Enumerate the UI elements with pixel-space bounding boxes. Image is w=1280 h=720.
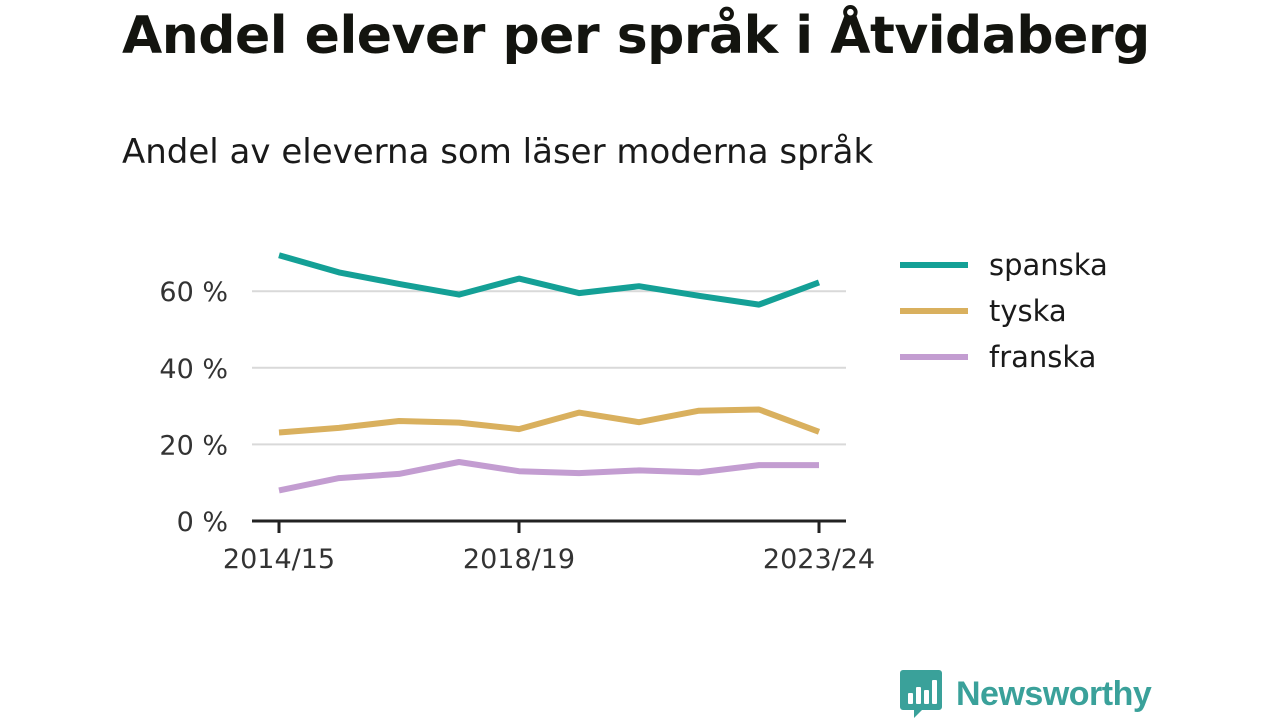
legend: spanska tyska franska <box>900 248 1108 374</box>
x-tick-label: 2014/15 <box>223 544 335 575</box>
legend-label-franska: franska <box>989 340 1096 374</box>
y-axis-tick-labels: 0 % 20 % 40 % 60 % <box>159 277 228 538</box>
series-line-spanska <box>278 252 821 308</box>
newsworthy-logo: Newsworthy <box>900 670 1152 718</box>
y-tick-label: 40 % <box>159 354 228 385</box>
x-axis <box>252 519 846 533</box>
chart-title: Andel elever per språk i Åtvidaberg <box>122 6 1150 66</box>
bar-chart-speech-bubble-icon <box>900 670 942 718</box>
x-tick-label: 2018/19 <box>463 544 575 575</box>
y-tick-label: 60 % <box>159 277 228 308</box>
chart-subtitle: Andel av eleverna som läser moderna språ… <box>122 132 874 172</box>
y-tick-label: 20 % <box>159 430 228 461</box>
x-tick-label: 2023/24 <box>763 544 875 575</box>
legend-label-tyska: tyska <box>989 294 1067 328</box>
brand-name: Newsworthy <box>956 674 1152 713</box>
legend-label-spanska: spanska <box>989 248 1108 282</box>
series-line-tyska <box>278 406 821 436</box>
gridlines <box>252 290 846 446</box>
y-tick-label: 0 % <box>177 507 228 538</box>
x-axis-tick-labels: 2014/15 2018/19 2023/24 <box>223 544 875 575</box>
series-line-franska <box>278 459 819 494</box>
series-lines <box>278 252 821 494</box>
